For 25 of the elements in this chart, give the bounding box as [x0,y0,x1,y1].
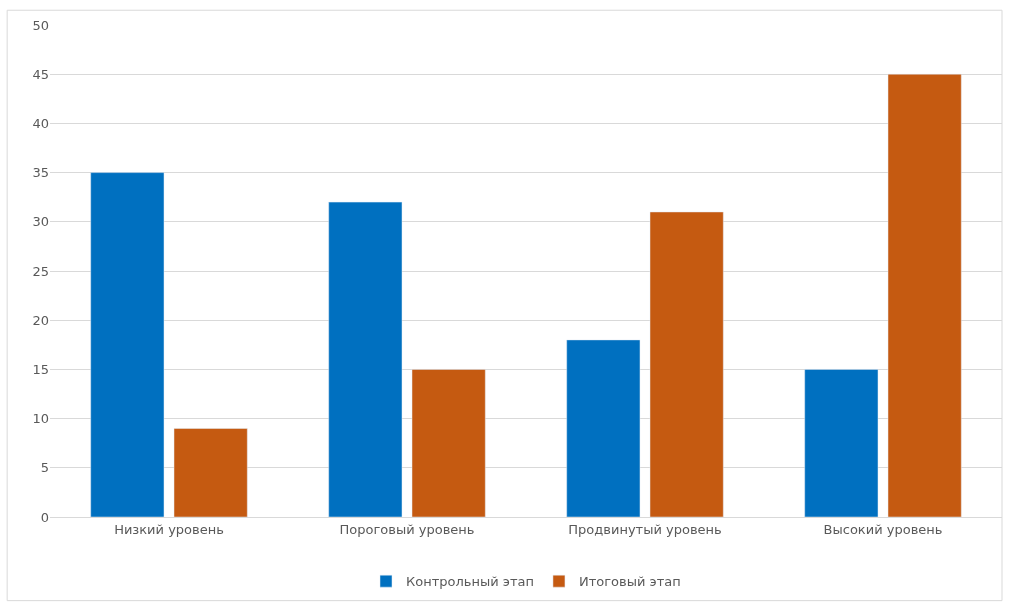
y-tick-label: 30 [32,214,49,230]
legend-label: Итоговый этап [578,574,681,590]
x-tick-label: Продвинутый уровень [568,521,722,537]
x-tick-label: Пороговый уровень [339,521,475,537]
y-tick-label: 50 [32,17,49,33]
x-tick-label: Высокий уровень [823,521,943,537]
bar [566,339,641,517]
y-tick-label: 10 [32,411,49,427]
legend-label: Контрольный этап [406,574,534,590]
bar [90,172,165,517]
y-tick-label: 5 [40,460,49,476]
y-tick-label: 15 [32,361,49,377]
x-tick-label: Низкий уровень [114,521,224,537]
y-tick-label: 35 [32,165,49,181]
bar [173,428,248,517]
bar [887,73,962,517]
bar [328,201,403,517]
y-tick-label: 0 [40,509,49,525]
bar [649,211,724,517]
y-tick-label: 40 [32,115,49,131]
y-tick-label: 20 [32,312,49,328]
bar [804,369,879,517]
y-tick-label: 25 [32,263,49,279]
bar [411,369,486,517]
y-tick-label: 45 [32,66,49,82]
